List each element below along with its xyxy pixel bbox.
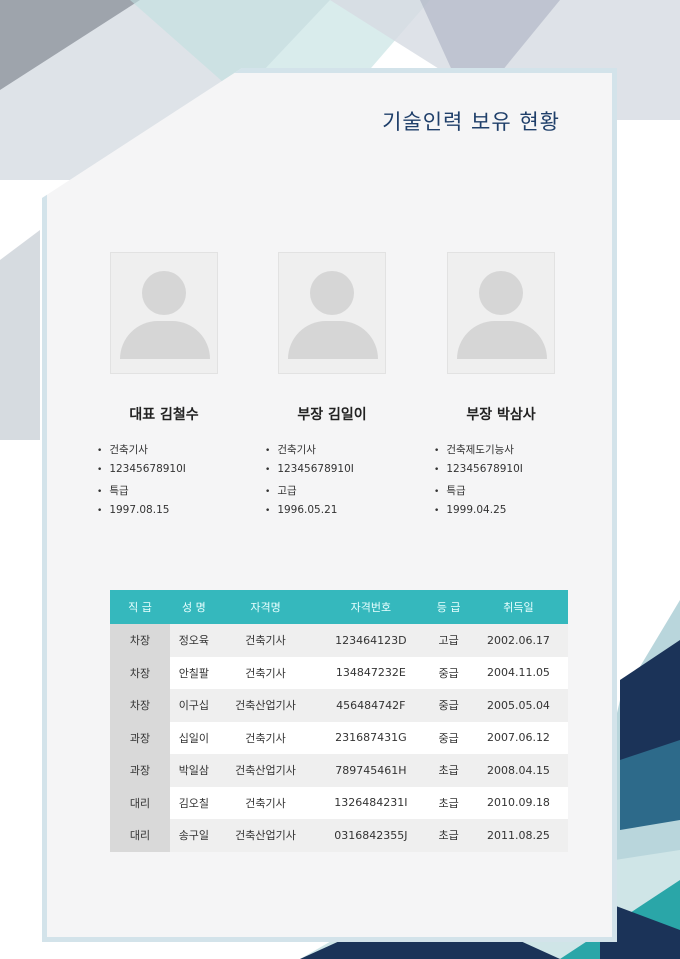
table-cell: 건축기사 <box>217 786 314 819</box>
table-row: 차장 정오육 건축기사 123464123D 고급 2002.06.17 <box>110 624 568 657</box>
table-cell: 초급 <box>428 786 469 819</box>
detail-item: 12345678910I <box>265 463 407 484</box>
table-cell: 건축기사 <box>217 656 314 689</box>
table-cell: 중급 <box>428 656 469 689</box>
detail-item: 특급 <box>97 483 239 504</box>
table-cell: 2008.04.15 <box>468 754 568 787</box>
person-details: 건축제도기능사 12345678910I 특급 1999.04.25 <box>434 442 576 524</box>
table-cell: 중급 <box>428 721 469 754</box>
table-cell: 초급 <box>428 754 469 787</box>
column-header: 자격번호 <box>313 590 429 624</box>
detail-item: 건축제도기능사 <box>434 442 576 463</box>
table-row: 과장 십일이 건축기사 231687431G 중급 2007.06.12 <box>110 721 568 754</box>
person-details: 건축기사 12345678910I 특급 1997.08.15 <box>97 442 239 524</box>
table-cell: 고급 <box>428 624 469 657</box>
table-cell: 정오육 <box>170 624 218 657</box>
table-cell: 대리 <box>110 819 170 852</box>
person-card: 부장 김일이 건축기사 12345678910I 고급 1996.05.21 <box>257 252 407 524</box>
table-cell: 2007.06.12 <box>468 721 568 754</box>
table-cell: 건축산업기사 <box>217 819 314 852</box>
column-header: 취득일 <box>468 590 568 624</box>
column-header: 자격명 <box>217 590 314 624</box>
person-name: 부장 김일이 <box>297 407 367 423</box>
column-header: 직 급 <box>110 590 170 624</box>
table-cell: 2011.08.25 <box>468 819 568 852</box>
table-cell: 중급 <box>428 689 469 722</box>
table-cell: 김오칠 <box>170 786 218 819</box>
avatar-placeholder-icon <box>278 252 386 374</box>
table-cell: 안칠팔 <box>170 656 218 689</box>
table-cell: 789745461H <box>313 754 429 787</box>
table-cell: 과장 <box>110 721 170 754</box>
detail-item: 12345678910I <box>434 463 576 484</box>
table-cell: 231687431G <box>313 721 429 754</box>
table-row: 대리 송구일 건축산업기사 0316842355J 초급 2011.08.25 <box>110 819 568 852</box>
person-card: 대표 김철수 건축기사 12345678910I 특급 1997.08.15 <box>89 252 239 524</box>
table-cell: 134847232E <box>313 656 429 689</box>
table-cell: 건축기사 <box>217 624 314 657</box>
avatar-placeholder-icon <box>110 252 218 374</box>
person-name: 부장 박삼사 <box>466 407 536 423</box>
table-cell: 2004.11.05 <box>468 656 568 689</box>
table-cell: 건축산업기사 <box>217 754 314 787</box>
column-header: 성 명 <box>170 590 218 624</box>
table-cell: 송구일 <box>170 819 218 852</box>
table-row: 대리 김오칠 건축기사 1326484231I 초급 2010.09.18 <box>110 786 568 819</box>
table-row: 차장 안칠팔 건축기사 134847232E 중급 2004.11.05 <box>110 656 568 689</box>
detail-item: 건축기사 <box>265 442 407 463</box>
table-cell: 1326484231I <box>313 786 429 819</box>
table-cell: 2002.06.17 <box>468 624 568 657</box>
table-cell: 0316842355J <box>313 819 429 852</box>
table-cell: 대리 <box>110 786 170 819</box>
table-row: 차장 이구십 건축산업기사 456484742F 중급 2005.05.04 <box>110 689 568 722</box>
person-card: 부장 박삼사 건축제도기능사 12345678910I 특급 1999.04.2… <box>426 252 576 524</box>
table-cell: 차장 <box>110 689 170 722</box>
detail-item: 건축기사 <box>97 442 239 463</box>
table-cell: 초급 <box>428 819 469 852</box>
table-cell: 이구십 <box>170 689 218 722</box>
table-cell: 2005.05.04 <box>468 689 568 722</box>
detail-item: 1999.04.25 <box>434 504 576 525</box>
table-cell: 123464123D <box>313 624 429 657</box>
detail-item: 특급 <box>434 483 576 504</box>
table-cell: 과장 <box>110 754 170 787</box>
table-row: 과장 박일삼 건축산업기사 789745461H 초급 2008.04.15 <box>110 754 568 787</box>
table-cell: 456484742F <box>313 689 429 722</box>
detail-item: 12345678910I <box>97 463 239 484</box>
table-cell: 건축기사 <box>217 721 314 754</box>
detail-item: 고급 <box>265 483 407 504</box>
avatar-placeholder-icon <box>447 252 555 374</box>
column-header: 등 급 <box>428 590 469 624</box>
person-details: 건축기사 12345678910I 고급 1996.05.21 <box>265 442 407 524</box>
table-cell: 십일이 <box>170 721 218 754</box>
detail-item: 1997.08.15 <box>97 504 239 525</box>
table-cell: 차장 <box>110 656 170 689</box>
table-cell: 박일삼 <box>170 754 218 787</box>
table-cell: 차장 <box>110 624 170 657</box>
person-name: 대표 김철수 <box>129 407 199 423</box>
table-cell: 2010.09.18 <box>468 786 568 819</box>
detail-item: 1996.05.21 <box>265 504 407 525</box>
page-title: 기술인력 보유 현황 <box>382 110 560 134</box>
table-cell: 건축산업기사 <box>217 689 314 722</box>
